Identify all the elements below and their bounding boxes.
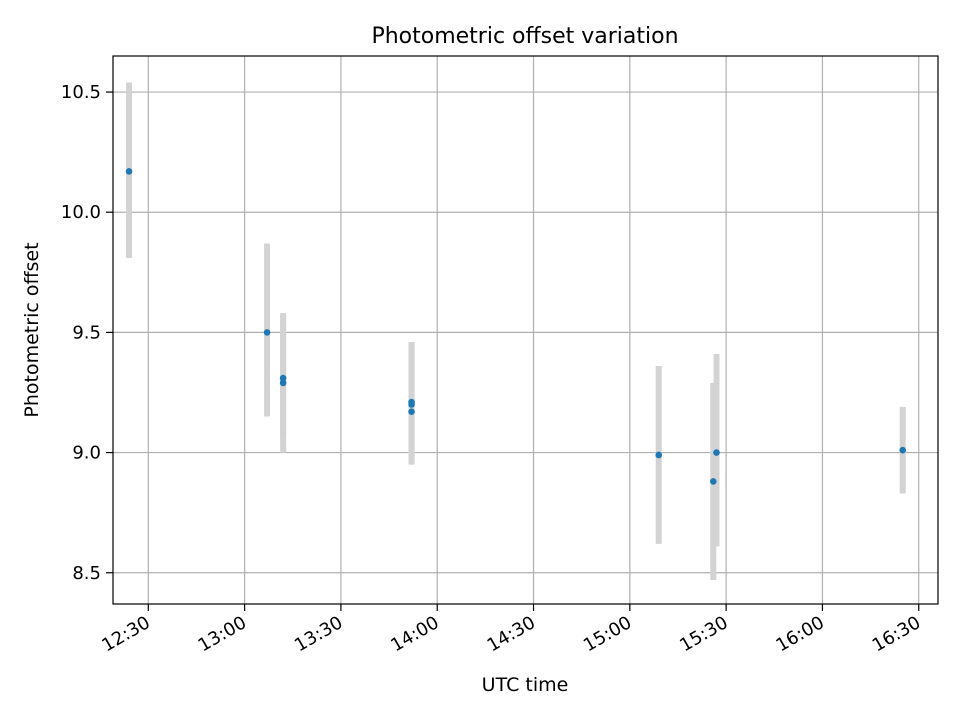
y-tick-label: 9.5 — [72, 322, 101, 343]
y-tick-label: 10.5 — [61, 82, 101, 103]
data-point — [279, 374, 287, 382]
chart-title: Photometric offset variation — [371, 24, 678, 49]
data-point — [408, 401, 415, 408]
y-tick-label: 8.5 — [72, 563, 101, 584]
point-layer — [125, 168, 906, 485]
data-point — [263, 329, 271, 336]
y-axis-label: Photometric offset — [21, 242, 43, 417]
grid-layer — [113, 56, 938, 604]
data-point — [713, 449, 720, 456]
x-axis-label: UTC time — [482, 674, 569, 696]
y-tick-label: 9.0 — [72, 443, 101, 464]
data-point — [125, 168, 133, 175]
y-tick-label: 10.0 — [61, 202, 101, 223]
data-point — [279, 379, 287, 387]
data-point — [655, 451, 663, 459]
plot-frame — [112, 55, 939, 605]
data-point — [899, 446, 906, 454]
data-point — [408, 408, 415, 416]
data-point — [709, 478, 717, 485]
